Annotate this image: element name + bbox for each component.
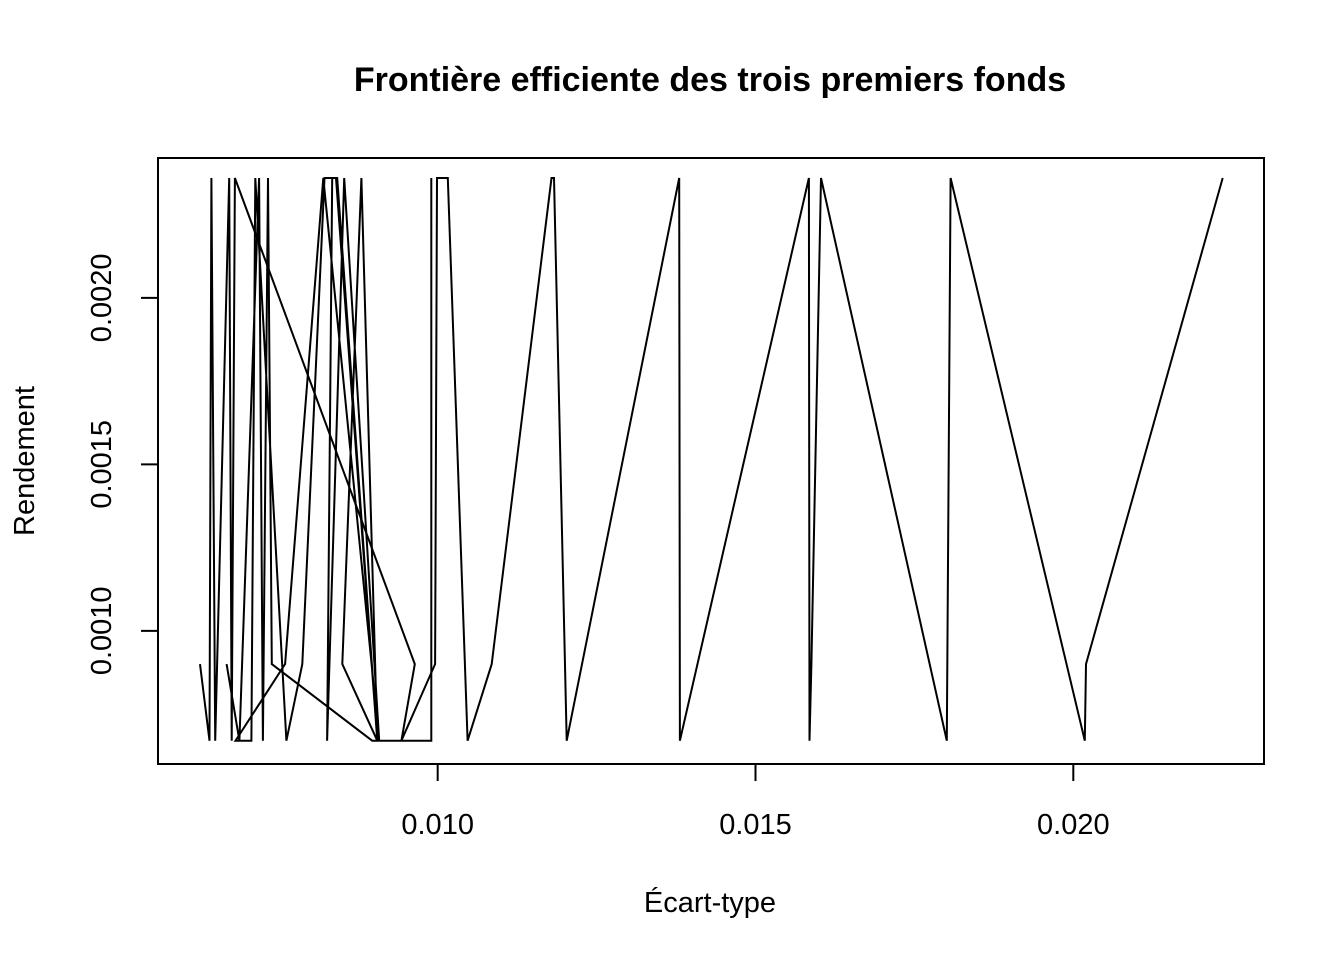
y-tick-label: 0.0010: [86, 586, 118, 675]
x-axis: 0.010 0.015 0.020: [401, 763, 1110, 841]
chart-title: Frontière efficiente des trois premiers …: [354, 61, 1066, 99]
x-tick-label: 0.020: [1037, 809, 1110, 841]
y-tick-label: 0.0020: [86, 253, 118, 342]
series-line-1: [199, 177, 1224, 742]
plot-frame: [157, 157, 1265, 765]
x-tick-label: 0.010: [401, 809, 474, 841]
series-line-2: [225, 177, 433, 742]
x-axis-label: Écart-type: [644, 886, 776, 919]
y-tick-label: 0.0015: [86, 420, 118, 509]
y-axis-label: Rendement: [9, 386, 41, 536]
series-layer: [199, 177, 1224, 742]
y-axis: 0.0010 0.0015 0.0020: [86, 253, 159, 675]
x-tick-label: 0.015: [719, 809, 792, 841]
